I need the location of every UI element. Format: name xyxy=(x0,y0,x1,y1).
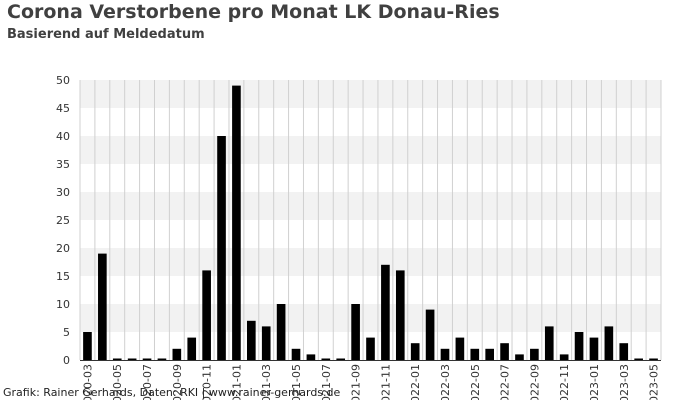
x-tick-label: 2021-09 xyxy=(350,364,363,400)
bar-2021-07 xyxy=(321,358,331,360)
y-tick-label: 10 xyxy=(56,298,70,311)
bar-2020-12 xyxy=(217,136,226,360)
band-20 xyxy=(80,220,661,248)
bar-2022-12 xyxy=(574,332,584,360)
x-tick-label: 2022-01 xyxy=(409,364,422,400)
bar-2023-02 xyxy=(604,326,614,360)
bar-2021-03 xyxy=(261,326,271,360)
bar-2021-06 xyxy=(306,354,316,360)
y-axis-labels: 0 5 10 15 20 25 30 35 40 45 50 xyxy=(56,74,70,367)
y-tick-label: 5 xyxy=(63,326,70,339)
y-tick-label: 20 xyxy=(56,242,70,255)
bar-2022-02 xyxy=(425,309,435,360)
x-tick-label: 2022-09 xyxy=(528,364,541,400)
bar-2022-08 xyxy=(515,354,524,360)
y-tick-label: 35 xyxy=(56,158,70,171)
y-tick-label: 0 xyxy=(63,354,70,367)
bar-2022-01 xyxy=(410,343,420,360)
x-tick-label: 2022-03 xyxy=(439,364,452,400)
bar-2022-11 xyxy=(559,354,569,360)
x-tick-label: 2020-07 xyxy=(141,364,154,400)
band-35 xyxy=(80,136,661,164)
bar-2022-06 xyxy=(485,348,494,360)
y-tick-label: 15 xyxy=(56,270,70,283)
bar-2023-05 xyxy=(649,358,658,360)
vertical-gridlines xyxy=(79,80,662,360)
bar-2022-07 xyxy=(500,343,509,360)
x-tick-label: 2021-01 xyxy=(230,364,243,400)
bar-2022-03 xyxy=(440,348,450,360)
x-tick-label: 2020-09 xyxy=(171,364,184,400)
bar-2020-10 xyxy=(187,337,197,360)
bar-2021-05 xyxy=(291,348,301,360)
y-tick-label: 30 xyxy=(56,186,70,199)
bar-2023-04 xyxy=(634,358,643,360)
bar-2021-08 xyxy=(336,358,346,360)
bar-2020-04 xyxy=(98,253,107,360)
x-tick-label: 2023-05 xyxy=(648,364,661,400)
x-tick-label: 2023-01 xyxy=(588,364,601,400)
x-tick-label: 2021-05 xyxy=(290,364,303,400)
bar-2020-05 xyxy=(112,358,122,360)
bar-2020-08 xyxy=(157,358,167,360)
x-tick-label: 2020-03 xyxy=(81,364,94,400)
bar-2021-12 xyxy=(395,270,405,360)
x-tick-label: 2022-07 xyxy=(499,364,512,400)
band-45 xyxy=(80,80,661,108)
chart-subtitle: Basierend auf Meldedatum xyxy=(7,27,205,42)
background-bands xyxy=(80,80,661,360)
x-tick-label: 2022-11 xyxy=(558,364,571,400)
x-tick-label: 2020-11 xyxy=(201,364,214,400)
x-tick-label: 2021-03 xyxy=(260,364,273,400)
bar-2020-06 xyxy=(127,358,137,360)
x-tick-label: 2022-05 xyxy=(469,364,482,400)
credit-text: Grafik: Rainer Gerhards, Daten: RKI | ww… xyxy=(3,386,341,399)
bar-2021-11 xyxy=(381,264,390,360)
bar-2020-11 xyxy=(202,270,211,360)
band-30 xyxy=(80,164,661,192)
bar-2022-10 xyxy=(544,326,554,360)
y-tick-label: 40 xyxy=(56,130,70,143)
bar-2021-02 xyxy=(247,320,256,360)
bar-2022-09 xyxy=(530,348,539,360)
bar-2020-09 xyxy=(172,348,182,360)
bar-2021-09 xyxy=(351,304,360,360)
bar-2021-10 xyxy=(366,337,375,360)
band-40 xyxy=(80,108,661,136)
y-tick-label: 25 xyxy=(56,214,70,227)
x-tick-label: 2021-07 xyxy=(320,364,333,400)
band-15 xyxy=(80,248,661,276)
x-tick-label: 2020-05 xyxy=(111,364,124,400)
band-10 xyxy=(80,276,661,304)
bar-2020-07 xyxy=(142,358,152,360)
chart-title: Corona Verstorbene pro Monat LK Donau-Ri… xyxy=(7,1,500,23)
bars xyxy=(83,85,658,360)
x-tick-label: 2023-03 xyxy=(618,364,631,400)
y-tick-label: 45 xyxy=(56,102,70,115)
bar-2022-05 xyxy=(470,348,480,360)
bar-2021-04 xyxy=(276,304,286,360)
bar-2020-03 xyxy=(83,332,92,360)
x-axis-labels: 2020-03 2020-05 2020-07 2020-09 2020-11 2021-… xyxy=(81,364,660,400)
x-tick-label: 2021-11 xyxy=(379,364,392,400)
band-5 xyxy=(80,304,661,332)
bar-2022-04 xyxy=(455,337,465,360)
bar-2023-01 xyxy=(589,337,599,360)
bar-2021-01 xyxy=(232,85,241,360)
y-tick-label: 50 xyxy=(56,74,70,87)
band-25 xyxy=(80,192,661,220)
bar-2023-03 xyxy=(619,343,629,360)
